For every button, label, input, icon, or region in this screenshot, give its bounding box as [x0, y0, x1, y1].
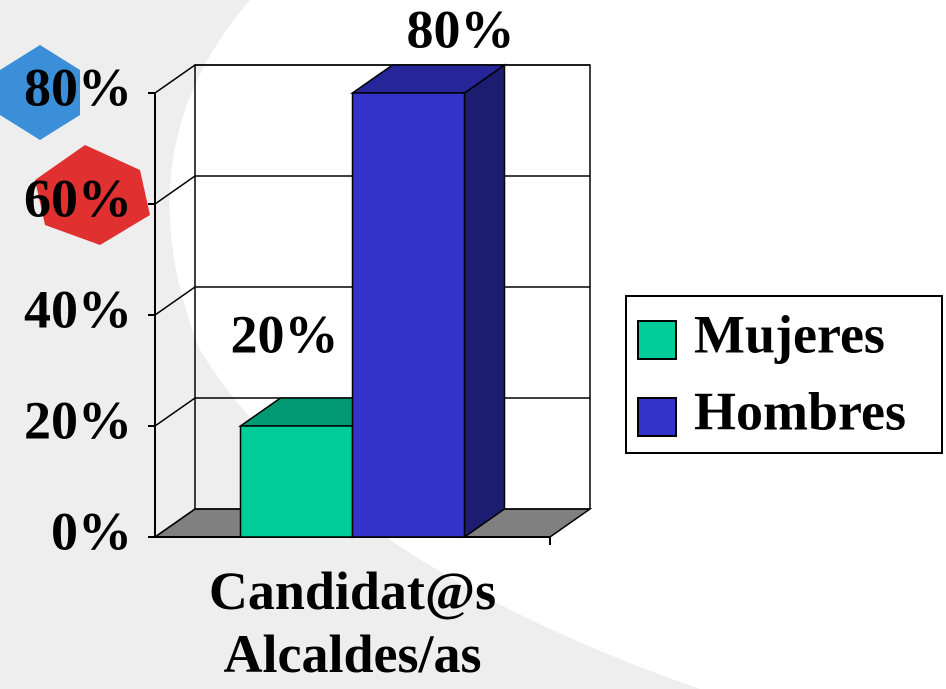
bar: [350, 63, 507, 539]
x-tick-label: Candidat@s Alcaldes/as: [209, 561, 496, 684]
y-tick-label: 60%: [24, 168, 132, 228]
legend-label: Mujeres: [694, 304, 885, 364]
legend-label: Hombres: [694, 381, 906, 441]
x-tick-label-line: Alcaldes/as: [223, 624, 481, 684]
bar-front: [239, 425, 354, 538]
y-tick-label: 0%: [51, 501, 132, 561]
legend-swatch: [637, 397, 677, 437]
legend-swatch: [637, 320, 677, 360]
bar-side: [463, 63, 506, 539]
legend-box: [625, 295, 943, 454]
y-tick-label: 40%: [24, 279, 132, 339]
y-tick-label: 20%: [24, 390, 132, 450]
plot-area: 0% 20% 40% 60% 80% Candidat@s Alcaldes/as 20% 80…: [24, 0, 593, 684]
x-tick-label-line: Candidat@s: [209, 561, 496, 621]
value-label: 80%: [407, 0, 515, 59]
background-decoration: [0, 0, 700, 689]
bar-front: [351, 92, 466, 538]
y-tick-label: 80%: [24, 57, 132, 117]
value-label: 20%: [231, 304, 339, 364]
